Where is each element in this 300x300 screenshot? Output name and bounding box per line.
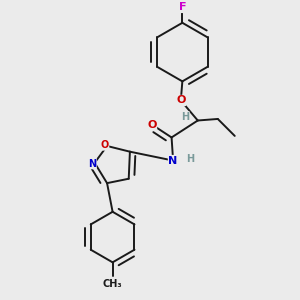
Text: CH₃: CH₃ <box>103 279 122 289</box>
Text: O: O <box>176 95 185 106</box>
Text: O: O <box>100 140 109 150</box>
Text: N: N <box>169 156 178 166</box>
Text: H: H <box>186 154 194 164</box>
Text: F: F <box>178 2 186 12</box>
Text: H: H <box>181 112 189 122</box>
Text: O: O <box>147 119 157 130</box>
Text: N: N <box>88 159 96 169</box>
